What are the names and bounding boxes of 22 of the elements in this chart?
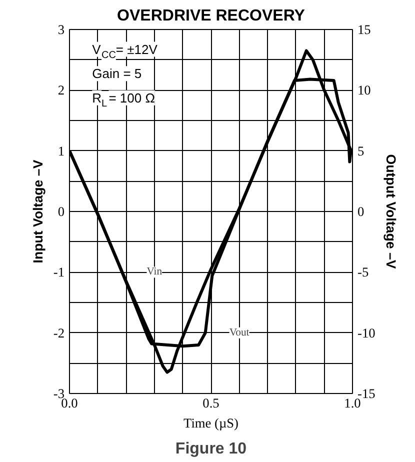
caption: Figure 10 (175, 440, 247, 458)
y-tick-label: -2 (53, 325, 65, 340)
y2-axis-title: Output Voltage –V (383, 154, 398, 269)
y-axis-title: Input Voltage –V (30, 160, 46, 264)
y2-tick-label: 5 (358, 143, 364, 158)
y2-tick-label: 10 (358, 82, 372, 98)
chart-title: OVERDRIVE RECOVERY (117, 8, 306, 24)
annotation: Vin (146, 266, 163, 278)
y2-tick-label: 0 (358, 204, 364, 219)
y2-tick-label: 15 (358, 22, 372, 37)
x-tick-label: 1.0 (344, 396, 362, 410)
y2-tick-label: -10 (358, 325, 376, 340)
x-axis-title: Time (µS) (184, 416, 238, 430)
y-tick-label: 1 (58, 143, 65, 158)
y-tick-label: -1 (53, 264, 65, 280)
y-tick-label: 0 (58, 204, 65, 219)
y-tick-label: 3 (58, 22, 65, 37)
y-tick-label: 2 (58, 82, 65, 98)
annotation: Vout (229, 327, 250, 338)
y2-tick-label: -5 (358, 264, 369, 280)
annotation: Gain = 5 (92, 66, 142, 82)
x-tick-label: 0.5 (202, 396, 220, 410)
